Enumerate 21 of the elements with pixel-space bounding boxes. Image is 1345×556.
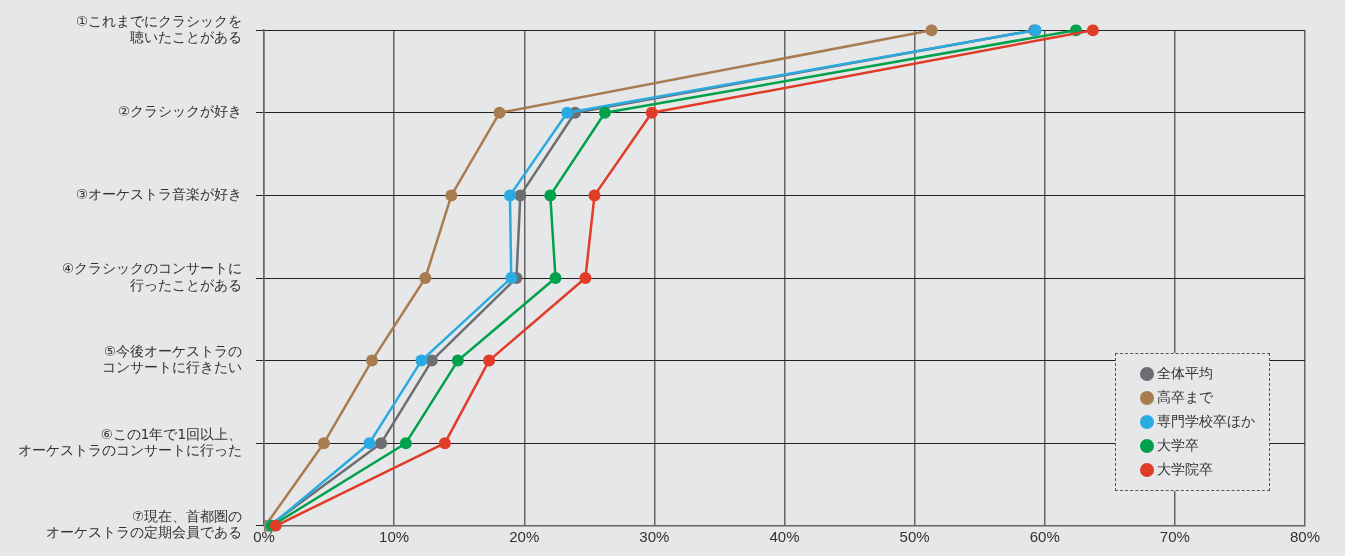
x-tick-label: 80%	[1289, 527, 1321, 545]
x-tick-label: 70%	[1159, 527, 1190, 545]
y-tick-label: ①これまでにクラシックを聴いたことがある	[75, 12, 242, 45]
x-tick-label: 0%	[253, 527, 275, 545]
legend-label: 全体平均	[1157, 364, 1213, 383]
legend-label: 大学院卒	[1157, 460, 1213, 479]
x-tick-label: 30%	[639, 527, 670, 545]
y-tick-label: ④クラシックのコンサートに行ったことがある	[61, 260, 242, 293]
legend-label: 専門学校卒ほか	[1157, 412, 1255, 431]
y-tick-label: ⑤今後オーケストラのコンサートに行きたい	[102, 343, 242, 376]
x-tick-label: 10%	[379, 527, 410, 545]
y-tick-label: ⑦現在、首都圏のオーケストラの定期会員である	[46, 508, 242, 541]
y-tick-label: ③オーケストラ音楽が好き	[75, 185, 242, 202]
x-tick-label: 50%	[899, 527, 930, 545]
x-tick-label: 60%	[1029, 527, 1060, 545]
y-tick-label: ⑥この1年で1回以上、オーケストラのコンサートに行った	[18, 425, 242, 458]
x-tick-label: 20%	[509, 527, 540, 545]
y-tick-label: ②クラシックが好き	[117, 103, 242, 120]
legend-label: 高卒まで	[1157, 388, 1213, 407]
x-tick-label: 40%	[769, 527, 800, 545]
legend-label: 大学卒	[1157, 436, 1199, 455]
